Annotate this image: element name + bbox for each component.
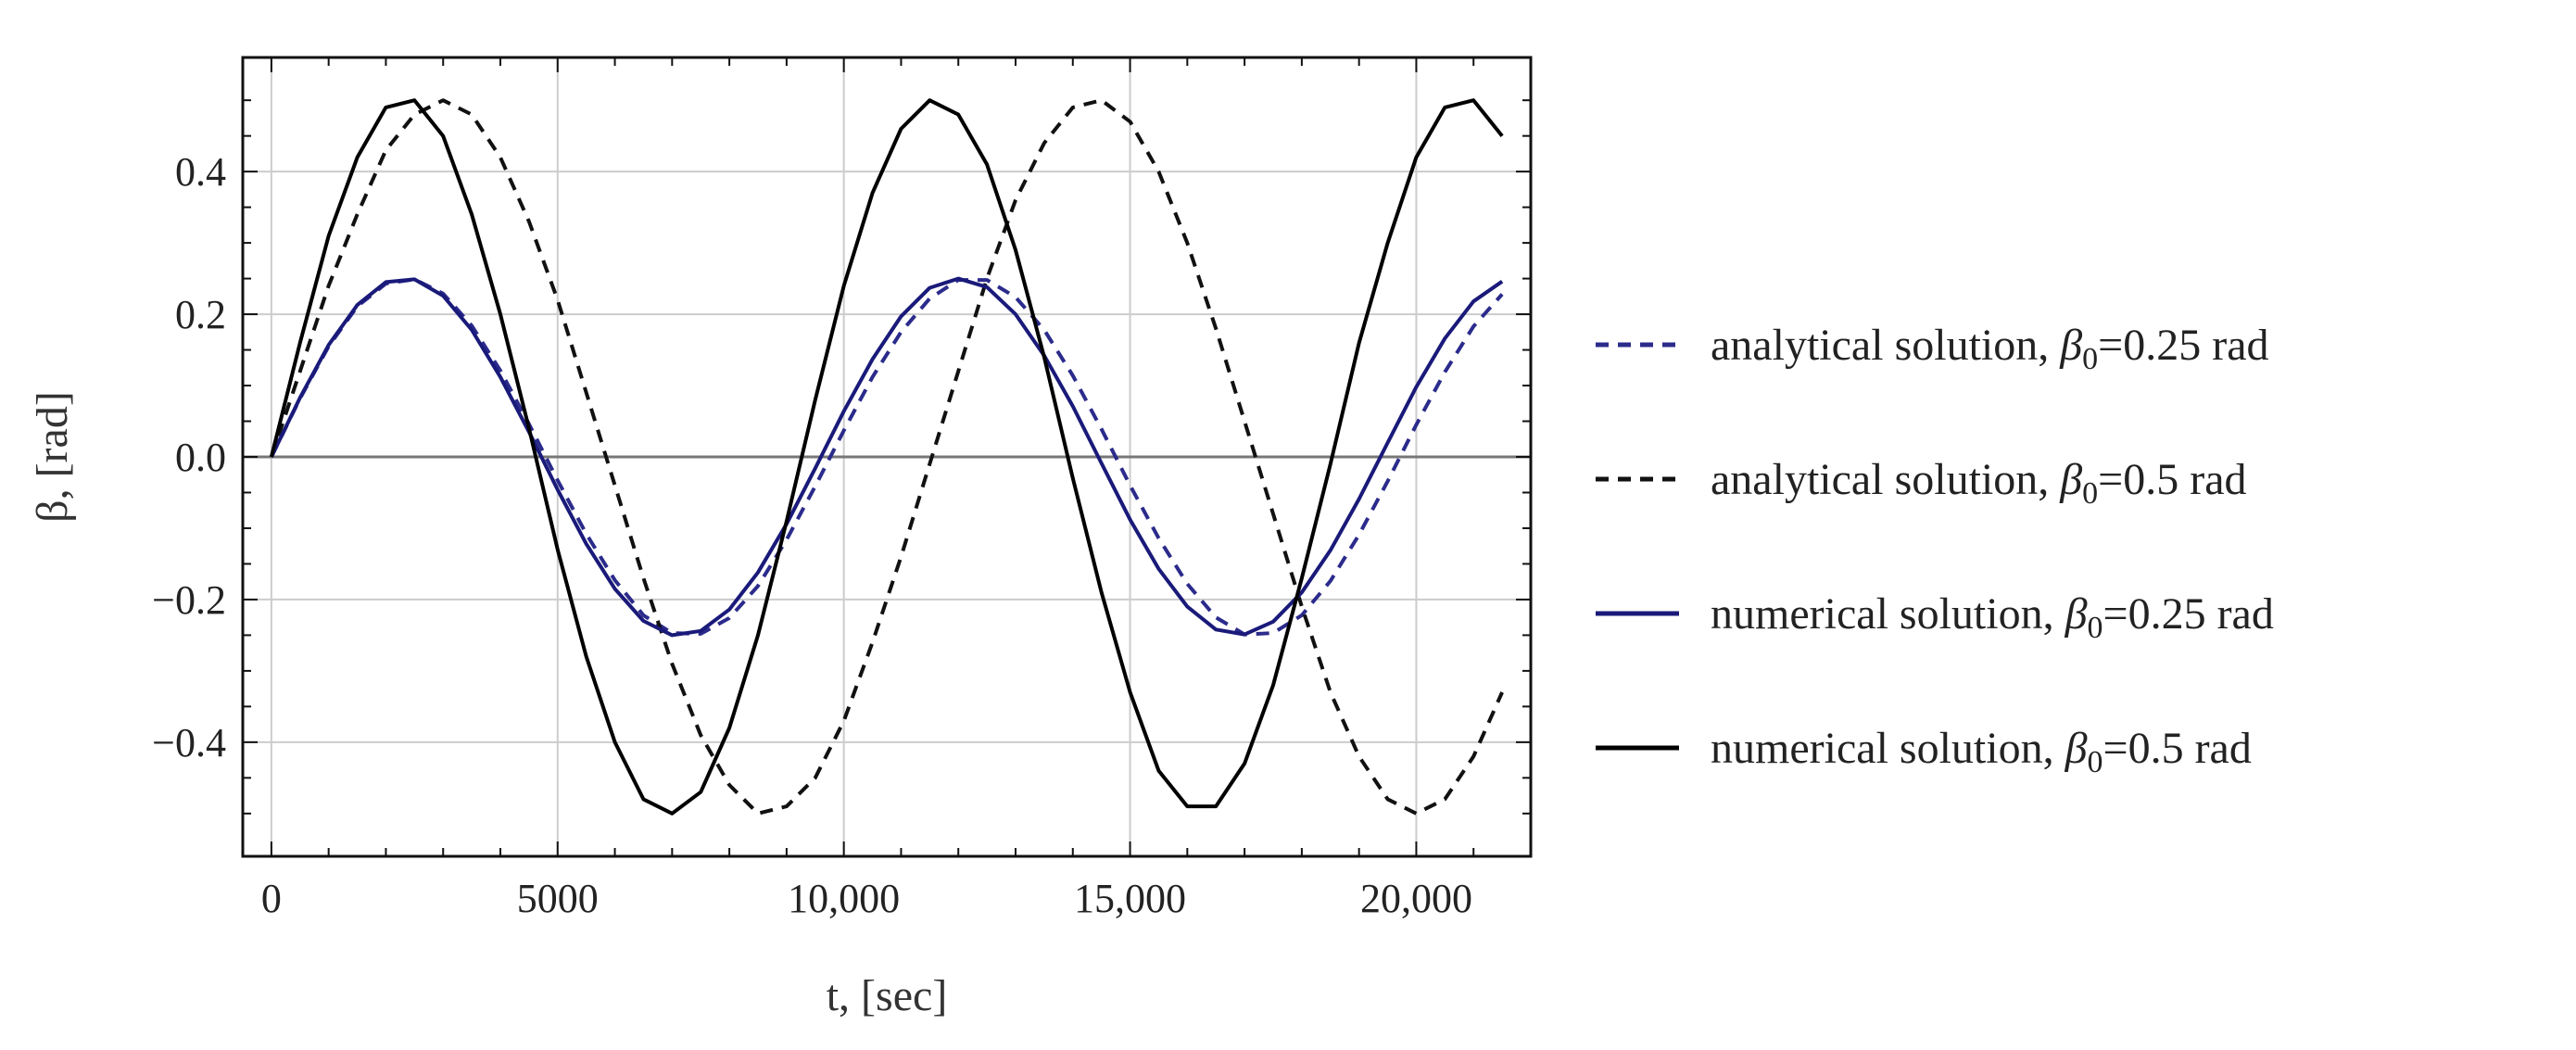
x-tick-label: 10,000 (788, 876, 900, 921)
y-tick-label: 0.2 (175, 292, 226, 337)
plot-lines (269, 98, 1504, 816)
x-axis-title: t, [sec] (827, 971, 948, 1020)
series-line-0 (270, 277, 1504, 637)
legend-label-3: numerical solution, β0=0.5 rad (1711, 724, 2252, 779)
series-line-3 (269, 98, 1504, 816)
y-tick-label: 0.4 (175, 149, 226, 195)
x-tick-label: 15,000 (1074, 876, 1186, 921)
legend-label-0: analytical solution, β0=0.25 rad (1711, 321, 2269, 376)
x-tick-label: 0 (261, 876, 282, 921)
x-tick-label: 20,000 (1360, 876, 1472, 921)
axis-ticks (243, 57, 1531, 856)
legend-label-1: analytical solution, β0=0.5 rad (1711, 455, 2247, 511)
x-tick-label: 5000 (517, 876, 599, 921)
series-line-1 (270, 98, 1504, 816)
legend-label-2: numerical solution, β0=0.25 rad (1711, 589, 2274, 645)
legend: analytical solution, β0=0.25 rad analytic… (1596, 321, 2274, 779)
y-axis-title: β, [rad] (28, 391, 77, 523)
tick-labels: 0 5000 10,000 15,000 20,000 −0.4 −0.2 0.0 0.2 0.4 (152, 149, 1472, 921)
y-tick-label: −0.4 (152, 720, 226, 765)
y-tick-label: −0.2 (152, 577, 226, 623)
y-tick-label: 0.0 (175, 435, 226, 480)
